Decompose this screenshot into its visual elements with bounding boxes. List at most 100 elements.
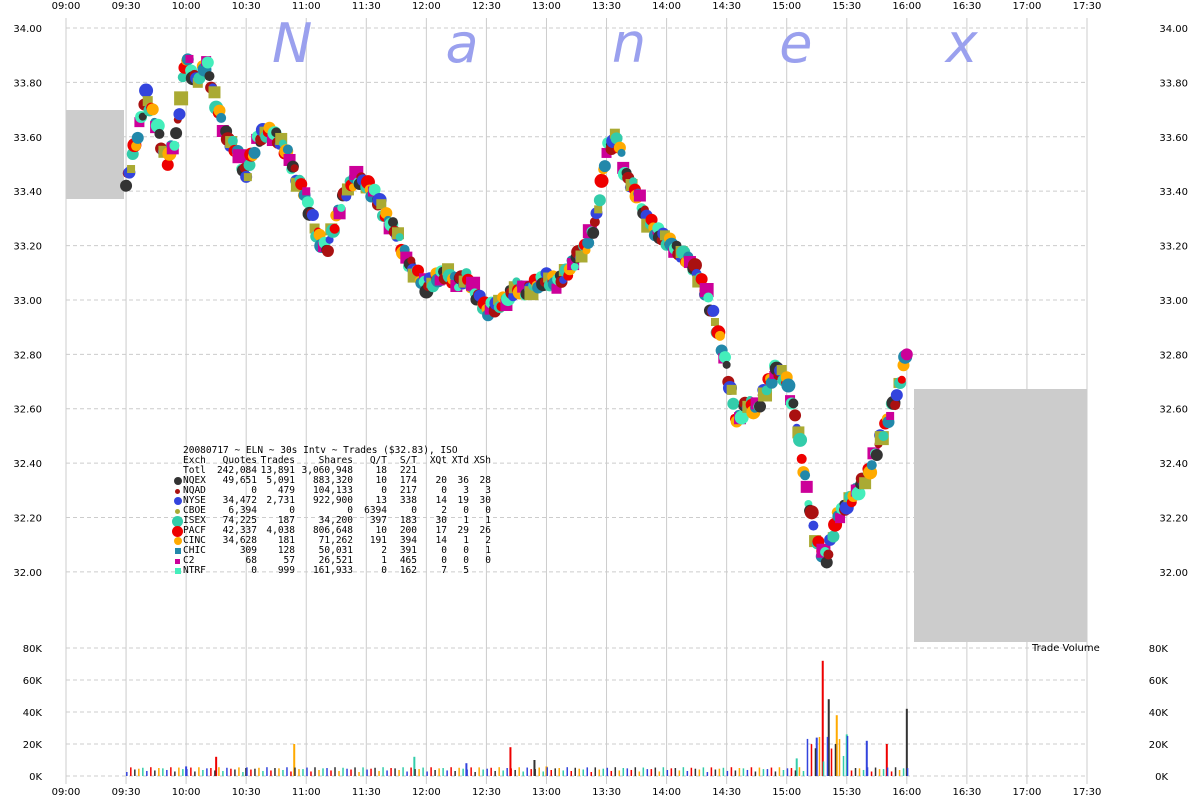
volume-bar xyxy=(366,769,368,776)
trade-marker xyxy=(734,410,749,425)
volume-bar xyxy=(442,768,444,776)
legend-swatch xyxy=(175,508,180,514)
x-tick-label-top: 10:00 xyxy=(172,1,201,12)
legend-cell: 394 xyxy=(399,535,417,546)
volume-bar xyxy=(250,769,252,776)
x-tick-label-top: 15:30 xyxy=(832,1,861,12)
trade-marker xyxy=(407,256,416,265)
trade-marker xyxy=(796,453,807,464)
legend-cell: 0 xyxy=(485,505,491,516)
trade-marker xyxy=(827,530,840,543)
volume-bar xyxy=(746,769,749,776)
legend-row-nqad: NQAD 0 479 104,133 0 217 0 3 3 xyxy=(172,486,491,496)
legend-cell: 5,091 xyxy=(266,475,295,486)
volume-bar xyxy=(898,770,901,776)
trade-marker xyxy=(380,207,393,220)
trade-marker xyxy=(788,398,799,409)
trade-marker xyxy=(306,209,319,222)
legend-cell: 191 xyxy=(369,535,387,546)
trade-marker xyxy=(617,148,626,157)
trade-marker xyxy=(204,71,215,82)
volume-bar xyxy=(738,768,741,776)
volume-bar xyxy=(885,744,888,776)
volume-bar xyxy=(334,767,336,776)
legend-cell: 0 xyxy=(289,505,295,516)
volume-bar xyxy=(821,660,824,776)
legend-row-c2: C2 68 57 26,521 1 465 0 0 0 xyxy=(172,556,491,566)
trade-marker xyxy=(890,389,903,402)
price-tick-label-left: 33.20 xyxy=(13,242,42,253)
trade-marker xyxy=(127,165,136,174)
volume-bar xyxy=(570,770,572,776)
volume-bar xyxy=(462,768,464,776)
legend-swatch xyxy=(172,525,183,537)
volume-bar xyxy=(293,744,296,776)
volume-bar xyxy=(778,767,781,776)
x-tick-label-bottom: 11:00 xyxy=(292,787,321,798)
volume-bar xyxy=(270,770,272,776)
price-tick-label-left: 34.00 xyxy=(13,24,42,35)
volume-bar xyxy=(426,771,428,776)
volume-bar xyxy=(294,767,296,776)
legend-cell: XTd xyxy=(451,455,469,466)
volume-bar xyxy=(542,771,544,776)
x-tick-label-top: 14:30 xyxy=(712,1,741,12)
volume-bar xyxy=(446,770,448,776)
volume-bar xyxy=(550,769,552,776)
volume-bar xyxy=(254,768,256,776)
volume-bar xyxy=(202,769,204,776)
legend-cell: 187 xyxy=(277,515,295,526)
trade-marker xyxy=(302,187,311,196)
volume-bar xyxy=(258,767,260,776)
volume-bar xyxy=(830,748,833,776)
legend-total-row: Totl 242,084 13,891 3,060,948 18 221 xyxy=(172,466,491,476)
volume-bar xyxy=(578,768,581,776)
legend-cell: Trades xyxy=(260,455,295,466)
legend-cell: 309 xyxy=(239,545,257,556)
volume-tick-label-right: 20K xyxy=(1149,740,1169,751)
volume-bar xyxy=(586,767,589,776)
price-tick-label-left: 32.20 xyxy=(13,514,42,525)
legend-cell: 13 xyxy=(375,495,387,506)
volume-bar xyxy=(722,767,725,776)
volume-bar xyxy=(494,770,496,776)
x-tick-label-top: 13:30 xyxy=(592,1,621,12)
volume-bar xyxy=(362,767,364,776)
volume-bar xyxy=(390,768,392,776)
trade-marker xyxy=(710,318,719,327)
legend-cell: NYSE xyxy=(183,495,206,506)
trade-marker xyxy=(376,199,387,210)
volume-bar xyxy=(734,770,737,776)
trade-marker xyxy=(173,108,186,121)
opening-range-box xyxy=(66,110,124,199)
volume-bar xyxy=(706,771,709,776)
volume-bar xyxy=(454,770,456,776)
trade-marker xyxy=(232,149,247,164)
trade-marker xyxy=(321,244,334,257)
x-tick-label-top: 15:00 xyxy=(772,1,801,12)
volume-bar xyxy=(730,767,733,776)
volume-bar xyxy=(702,767,705,776)
volume-bar xyxy=(854,768,857,776)
legend-cell: NQAD xyxy=(183,485,206,496)
volume-tick-label-left: 40K xyxy=(23,708,43,719)
volume-label: Trade Volume xyxy=(1031,643,1100,654)
volume-bar xyxy=(602,768,605,776)
volume-bar xyxy=(138,768,140,776)
volume-bar xyxy=(509,747,512,776)
trade-marker xyxy=(714,330,725,341)
volume-bar xyxy=(878,769,881,776)
x-tick-label-bottom: 17:30 xyxy=(1073,787,1102,798)
volume-bar xyxy=(510,768,512,776)
trade-marker xyxy=(309,223,320,234)
legend-cell: 19 xyxy=(457,495,469,506)
legend-cell: 50,031 xyxy=(318,545,353,556)
legend-cell: 181 xyxy=(277,535,295,546)
trade-marker xyxy=(851,486,866,501)
volume-bar xyxy=(886,767,889,776)
trade-marker xyxy=(551,283,562,294)
volume-bar xyxy=(230,768,232,776)
volume-bar xyxy=(146,770,148,776)
volume-bar xyxy=(413,756,416,776)
volume-bar xyxy=(210,768,212,776)
